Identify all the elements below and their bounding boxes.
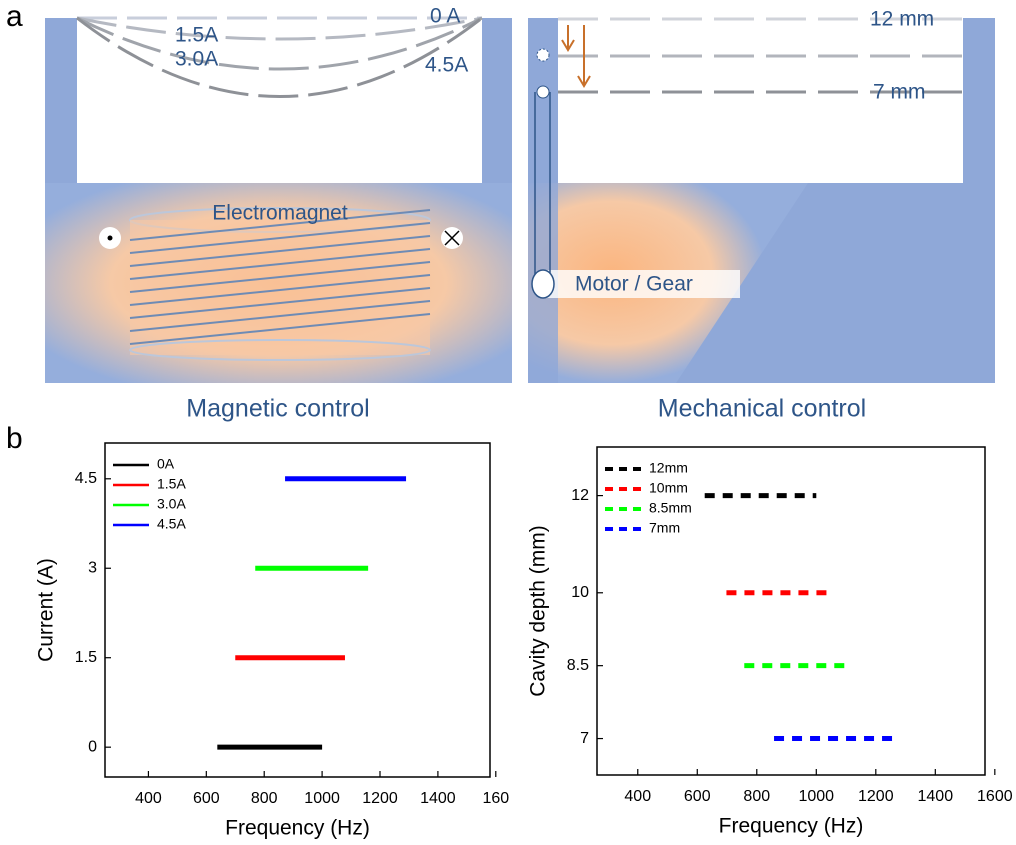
x-tick-label: 1000 xyxy=(304,790,340,807)
y-tick-label: 12 xyxy=(571,487,589,504)
x-tick-label: 600 xyxy=(193,790,220,807)
x-tick-label: 160 xyxy=(482,790,509,807)
mechanical-diagram xyxy=(528,18,995,383)
coil-label: Electromagnet xyxy=(212,202,348,225)
x-tick-label: 1000 xyxy=(798,788,834,805)
x-tick-label: 600 xyxy=(684,788,711,805)
legend-label: 0A xyxy=(157,456,175,472)
depth-label: 7 mm xyxy=(873,81,926,104)
x-tick-label: 1400 xyxy=(918,788,954,805)
current-label: 0 A xyxy=(430,5,460,28)
y-tick-label: 1.5 xyxy=(75,649,97,666)
plot-frame xyxy=(597,447,985,775)
y-tick-label: 3 xyxy=(88,559,97,576)
panel-label: b xyxy=(6,422,23,455)
y-tick-label: 0 xyxy=(88,738,97,755)
legend-label: 1.5A xyxy=(157,476,186,492)
legend-label: 7mm xyxy=(649,520,680,536)
x-axis-label: Frequency (Hz) xyxy=(225,817,370,840)
panel-label: a xyxy=(6,0,23,33)
y-tick-label: 7 xyxy=(580,730,589,747)
drive-label: Motor / Gear xyxy=(575,273,693,296)
legend-label: 8.5mm xyxy=(649,500,692,516)
figure: a b 0 A 1.5A 3.0A 4.5A Electromagnet Mag… xyxy=(0,0,1016,845)
legend-label: 3.0A xyxy=(157,496,186,512)
legend-label: 4.5A xyxy=(157,516,186,532)
caption: Mechanical control xyxy=(658,395,866,423)
caption: Magnetic control xyxy=(186,395,369,423)
x-tick-label: 1200 xyxy=(858,788,894,805)
current-label: 4.5A xyxy=(425,54,468,77)
y-axis-label: Cavity depth (mm) xyxy=(527,525,550,697)
y-tick-label: 10 xyxy=(571,584,589,601)
x-tick-label: 1400 xyxy=(420,790,456,807)
legend-label: 10mm xyxy=(649,480,688,496)
current-label: 3.0A xyxy=(175,48,218,71)
x-tick-label: 400 xyxy=(624,788,651,805)
x-tick-label: 800 xyxy=(743,788,770,805)
plot-frame xyxy=(105,443,490,777)
x-tick-label: 800 xyxy=(251,790,278,807)
x-tick-label: 1200 xyxy=(362,790,398,807)
x-tick-label: 1600 xyxy=(977,788,1013,805)
y-tick-label: 4.5 xyxy=(75,470,97,487)
depth-label: 12 mm xyxy=(870,8,934,31)
y-axis-label: Current (A) xyxy=(35,558,58,662)
x-tick-label: 400 xyxy=(135,790,162,807)
y-tick-label: 8.5 xyxy=(567,657,589,674)
current-label: 1.5A xyxy=(175,24,218,47)
x-axis-label: Frequency (Hz) xyxy=(719,815,864,838)
legend-label: 12mm xyxy=(649,460,688,476)
